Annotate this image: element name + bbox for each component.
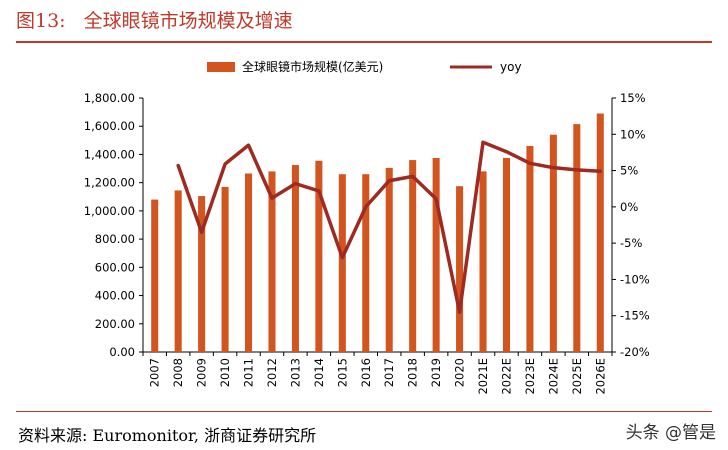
x-tick-label: 2014 <box>312 358 326 387</box>
bar <box>526 145 534 352</box>
bar <box>596 113 604 352</box>
chart-legend: 全球眼镜市场规模(亿美元) yoy <box>207 59 522 74</box>
bar <box>245 173 253 352</box>
bar <box>432 157 440 352</box>
bar <box>573 124 581 352</box>
bar <box>198 196 206 352</box>
bar <box>479 171 487 352</box>
right-tick-label: 15% <box>620 91 646 105</box>
figure-title-text: 全球眼镜市场规模及增速 <box>83 10 293 32</box>
x-tick-label: 2022E <box>499 358 513 395</box>
left-tick-label: 0.00 <box>109 345 135 359</box>
left-tick-label: 600.00 <box>95 260 135 274</box>
x-tick-label: 2012 <box>265 358 279 387</box>
right-tick-label: 5% <box>620 164 638 178</box>
x-tick-label: 2020 <box>453 358 467 387</box>
x-tick-label: 2025E <box>570 358 584 395</box>
bar <box>151 199 159 352</box>
x-tick-label: 2015 <box>335 358 349 387</box>
bar <box>549 134 557 352</box>
market-size-chart: 全球眼镜市场规模(亿美元) yoy 0.00 200.00 400.00 600.00… <box>84 59 650 395</box>
watermark: 头条 @管是 <box>625 423 716 443</box>
x-tick-label: 2011 <box>242 358 256 387</box>
bar <box>409 160 417 352</box>
source-divider <box>16 411 712 412</box>
legend-label-bar: 全球眼镜市场规模(亿美元) <box>242 59 383 74</box>
yoy-line-series <box>176 140 603 314</box>
left-tick-label: 1,600.00 <box>84 119 135 133</box>
bar <box>502 157 510 352</box>
x-tick-label: 2013 <box>288 358 302 387</box>
x-tick-label: 2017 <box>382 358 396 387</box>
chart-axes: 0.00 200.00 400.00 600.00 800.00 1,000.00 1,20… <box>84 91 650 395</box>
right-tick-label: -10% <box>620 272 650 286</box>
left-tick-label: 1,800.00 <box>84 91 135 105</box>
bar <box>291 165 299 352</box>
left-tick-label: 200.00 <box>95 317 135 331</box>
legend-swatch-bar <box>207 62 235 72</box>
left-tick-label: 800.00 <box>95 232 135 246</box>
left-tick-label: 1,400.00 <box>84 147 135 161</box>
x-tick-label: 2010 <box>218 358 232 387</box>
yoy-line <box>176 140 603 314</box>
figure-number: 图13: <box>16 10 66 32</box>
bar <box>315 160 323 352</box>
bar <box>362 174 370 352</box>
bar <box>174 190 182 352</box>
bar <box>221 186 229 352</box>
left-tick-label: 1,200.00 <box>84 176 135 190</box>
figure-title: 图13: 全球眼镜市场规模及增速 <box>16 6 311 33</box>
right-tick-label: -5% <box>620 236 642 250</box>
title-divider <box>16 41 712 43</box>
right-tick-label: 10% <box>620 127 646 141</box>
x-tick-label: 2009 <box>195 358 209 387</box>
x-tick-label: 2026E <box>593 358 607 395</box>
x-tick-label: 2023E <box>523 358 537 395</box>
x-tick-label: 2019 <box>429 358 443 387</box>
right-tick-label: 0% <box>620 200 638 214</box>
bar <box>338 174 346 352</box>
bar-series <box>151 113 604 352</box>
x-tick-label: 2021E <box>476 358 490 395</box>
bar <box>385 167 393 352</box>
left-tick-label: 1,000.00 <box>84 204 135 218</box>
x-tick-label: 2016 <box>359 358 373 387</box>
left-tick-label: 400.00 <box>95 289 135 303</box>
x-tick-label: 2018 <box>406 358 420 387</box>
bar <box>456 186 464 352</box>
x-tick-label: 2008 <box>171 358 185 387</box>
source-note: 资料来源: Euromonitor, 浙商证券研究所 <box>18 426 317 445</box>
bar <box>268 171 276 352</box>
x-tick-label: 2024E <box>546 358 560 395</box>
legend-label-line: yoy <box>500 60 522 74</box>
x-tick-label: 2007 <box>148 358 162 387</box>
right-tick-label: -15% <box>620 309 650 323</box>
right-tick-label: -20% <box>620 345 650 359</box>
